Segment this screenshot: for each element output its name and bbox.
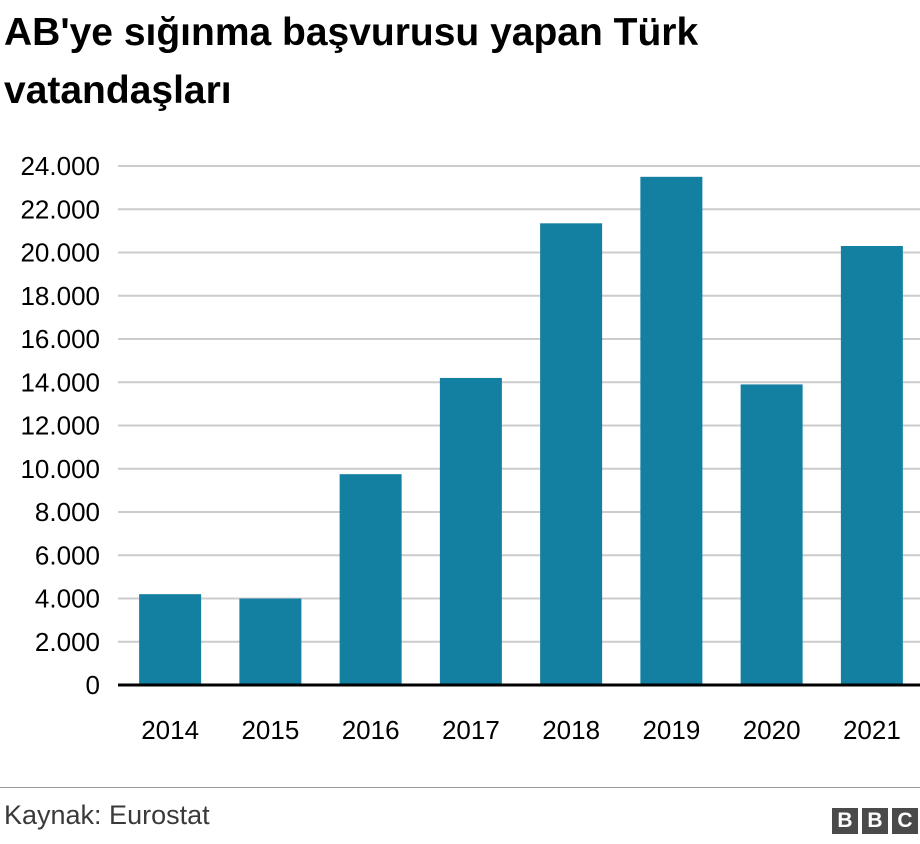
y-tick-label: 10.000 <box>20 454 100 484</box>
x-tick-label: 2016 <box>342 715 400 745</box>
bar-2018 <box>540 223 603 685</box>
bbc-logo-letter-1: B <box>832 808 858 834</box>
y-tick-label: 8.000 <box>35 497 100 527</box>
x-tick-label: 2020 <box>743 715 801 745</box>
y-tick-label: 2.000 <box>35 627 100 657</box>
y-tick-label: 20.000 <box>20 238 100 268</box>
bar-2020 <box>740 384 803 685</box>
y-tick-label: 18.000 <box>20 281 100 311</box>
y-tick-label: 4.000 <box>35 584 100 614</box>
bar-2015 <box>239 598 302 685</box>
bar-2019 <box>640 176 703 685</box>
y-tick-label: 14.000 <box>20 367 100 397</box>
x-tick-label: 2015 <box>241 715 299 745</box>
x-tick-label: 2018 <box>542 715 600 745</box>
bars <box>139 176 903 685</box>
source-label: Kaynak: Eurostat <box>4 800 210 830</box>
bbc-logo-letter-3: C <box>892 808 918 834</box>
y-tick-label: 16.000 <box>20 324 100 354</box>
x-tick-label: 2017 <box>442 715 500 745</box>
x-axis-labels: 2014 2015 2016 2017 2018 2019 2020 2021 <box>141 715 901 745</box>
bar-2021 <box>840 246 903 685</box>
bar-2014 <box>139 594 202 685</box>
x-tick-label: 2021 <box>843 715 901 745</box>
bbc-logo-letter-2: B <box>862 808 888 834</box>
y-tick-label: 24.000 <box>20 151 100 181</box>
y-tick-label: 6.000 <box>35 540 100 570</box>
bar-2017 <box>439 377 502 685</box>
footer-divider <box>0 787 920 788</box>
chart-title: AB'ye sığınma başvurusu yapan Türk vatan… <box>4 11 699 112</box>
bar-chart: 0 2.000 4.000 6.000 8.000 10.000 12.000 14.000 1… <box>20 151 920 745</box>
y-tick-label: 0 <box>86 670 100 700</box>
y-axis-labels: 0 2.000 4.000 6.000 8.000 10.000 12.000 14.000 1… <box>20 151 100 700</box>
y-tick-label: 12.000 <box>20 411 100 441</box>
x-tick-label: 2014 <box>141 715 199 745</box>
y-tick-label: 22.000 <box>20 194 100 224</box>
bbc-logo: B B C <box>832 808 918 834</box>
bar-2016 <box>339 474 402 685</box>
x-tick-label: 2019 <box>642 715 700 745</box>
